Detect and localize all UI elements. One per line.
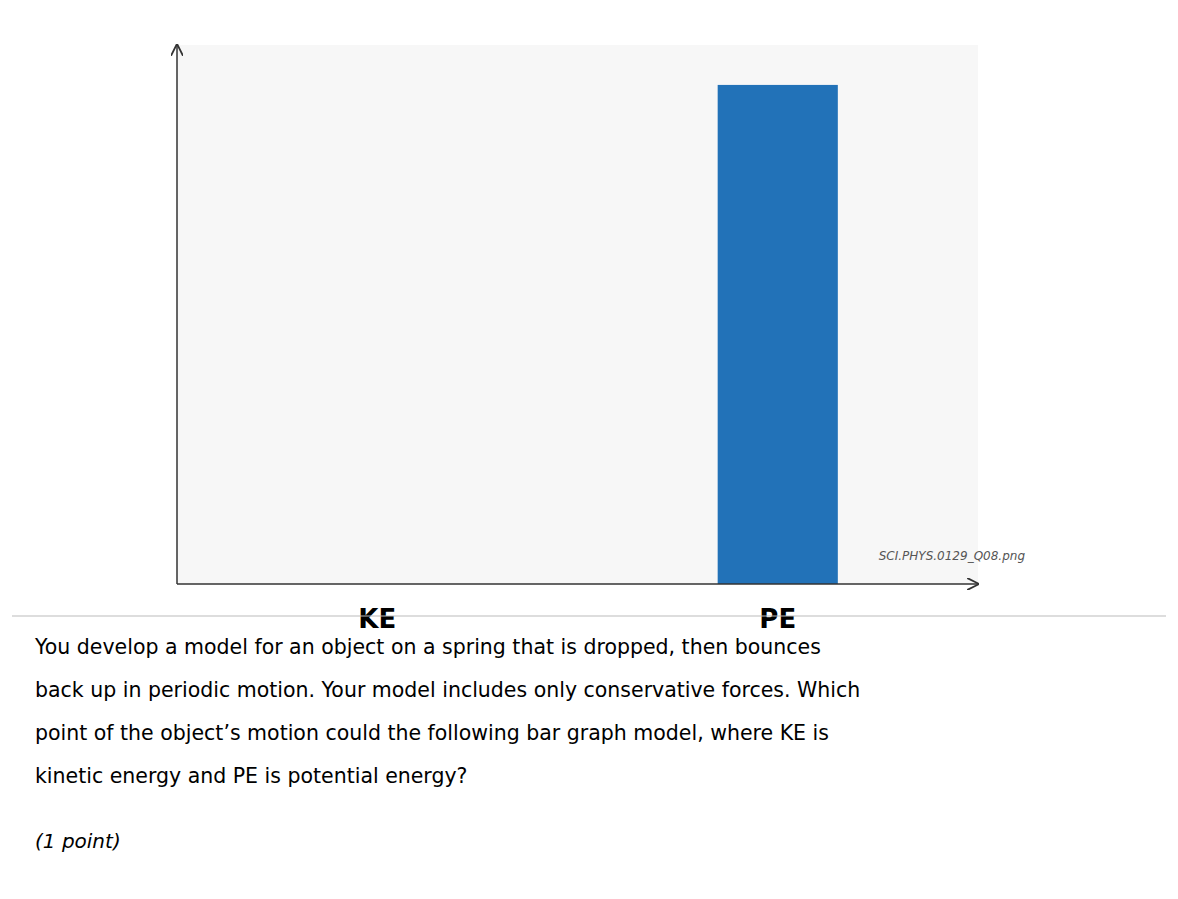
body-text: kinetic energy and PE is potential energ… — [35, 764, 467, 788]
x-axis — [177, 583, 978, 585]
bar — [718, 85, 838, 584]
body-text: point of the object’s motion could the f… — [35, 721, 829, 745]
chart-svg: KE PE SCI.PHYS.0129_Q08.png You develop a m… — [0, 0, 1178, 899]
watermark: SCI.PHYS.0129_Q08.png — [879, 549, 1026, 563]
separator — [12, 616, 1166, 617]
body-text: back up in periodic motion. Your model i… — [35, 678, 860, 702]
bars — [718, 85, 838, 584]
y-axis — [176, 45, 178, 584]
point-text: (1 point) — [35, 829, 121, 853]
category-label: KE — [358, 604, 396, 634]
body-text: You develop a model for an object on a s… — [34, 635, 821, 659]
plot-background — [177, 45, 978, 584]
category-label: PE — [759, 604, 796, 634]
chart-container: KE PE SCI.PHYS.0129_Q08.png You develop a m… — [0, 0, 1178, 899]
